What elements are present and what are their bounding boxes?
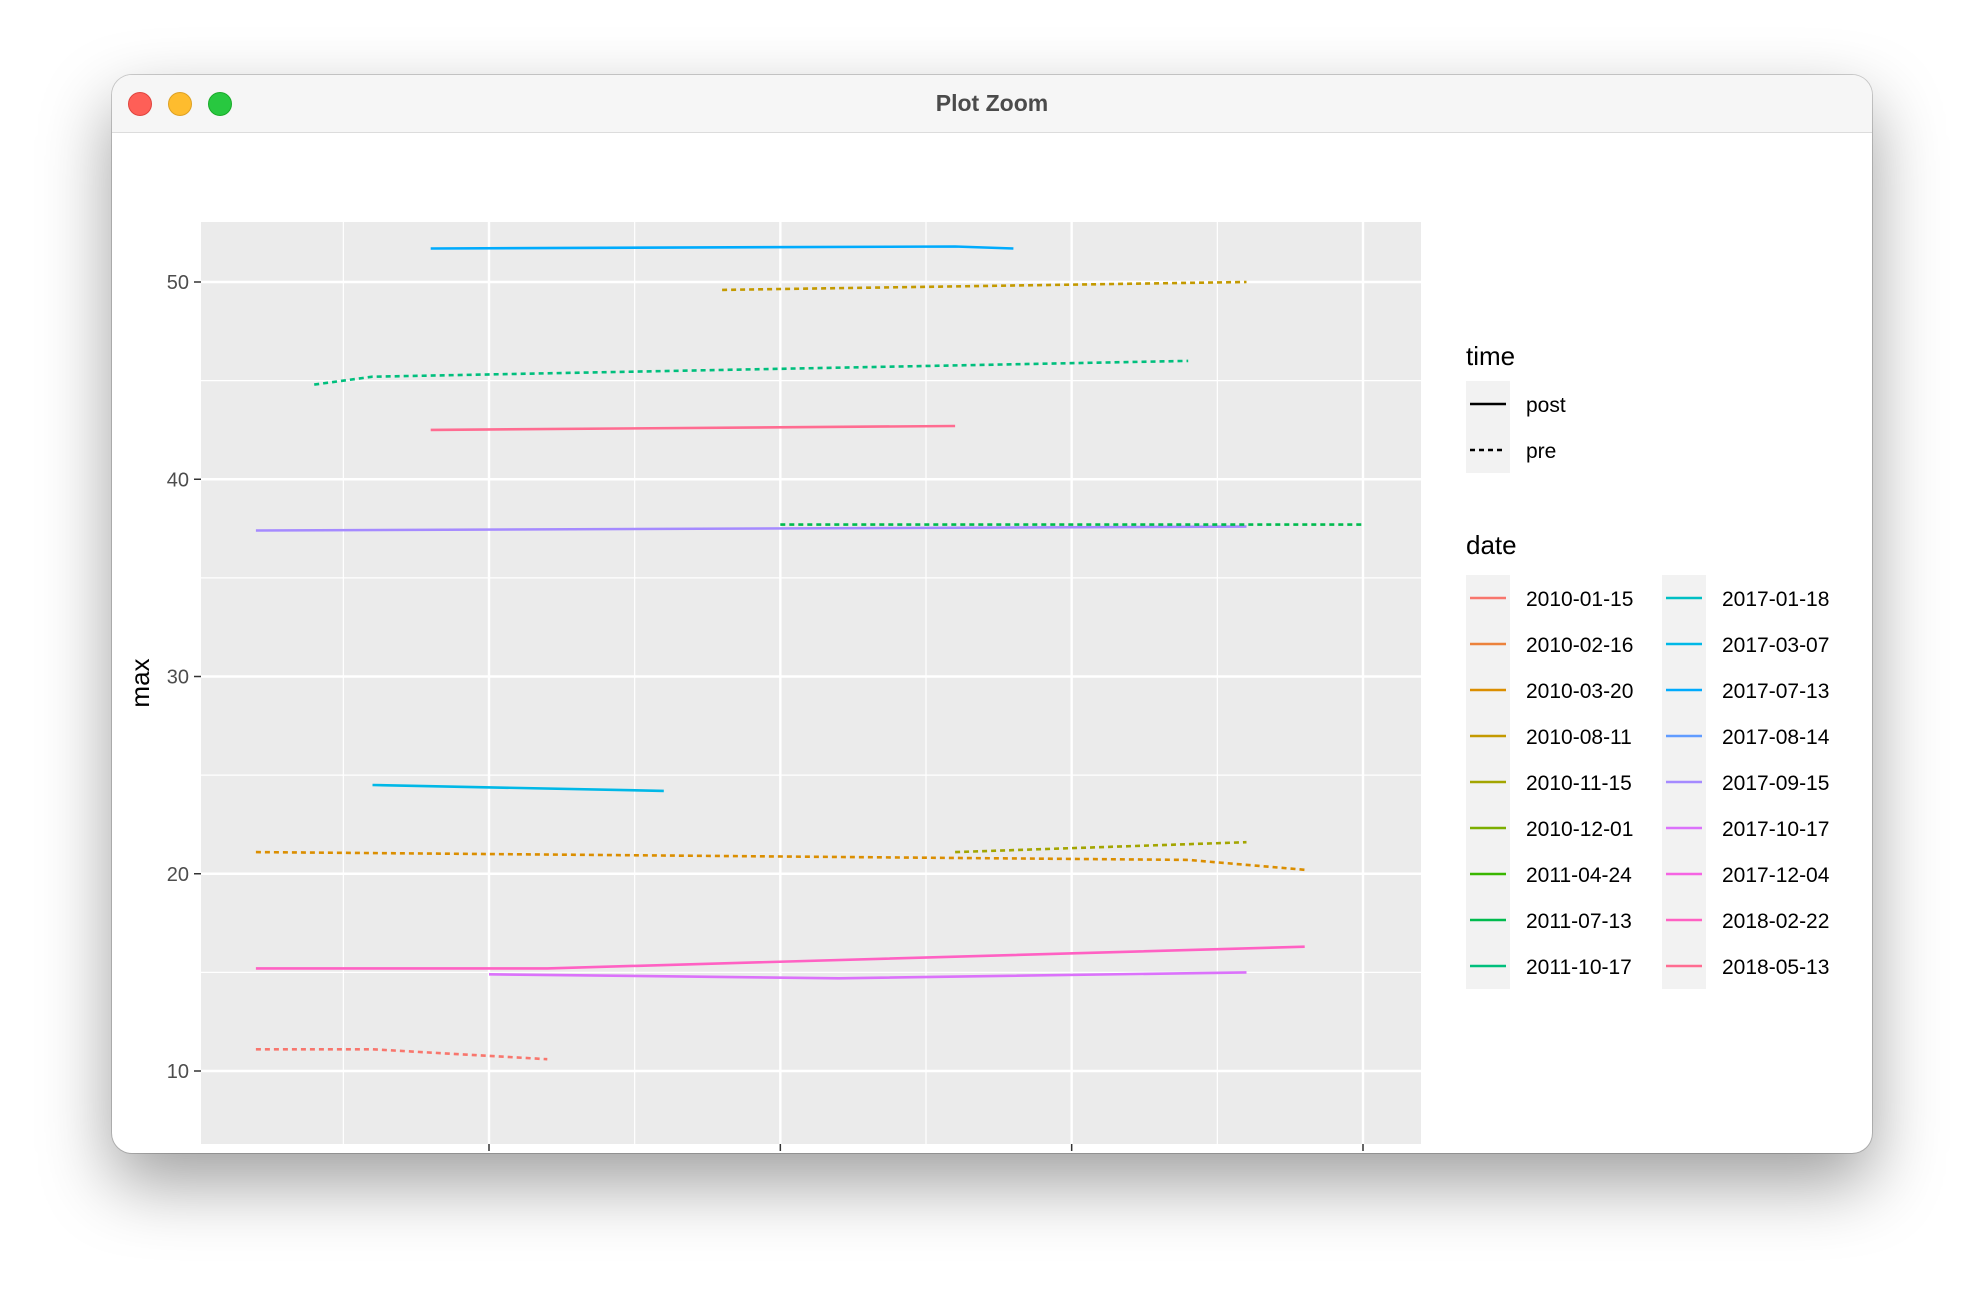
y-tick-label: 30 [167, 667, 189, 689]
legend-label-2017-03-07: 2017-03-07 [1722, 634, 1829, 657]
legend-label-2010-02-16: 2010-02-16 [1526, 634, 1633, 657]
legend-title-date: date [1466, 530, 1517, 560]
legend-label-2017-08-14: 2017-08-14 [1722, 726, 1830, 749]
series-line [314, 359, 1189, 386]
legend-title-time: time [1466, 341, 1515, 371]
series-line [255, 525, 1247, 532]
legend-label-2017-10-17: 2017-10-17 [1722, 818, 1829, 841]
y-tick-label: 10 [167, 1061, 189, 1083]
legend-label-2010-12-01: 2010-12-01 [1526, 818, 1633, 841]
legend-label-pre: pre [1526, 440, 1556, 463]
series-line [255, 850, 1305, 872]
legend-label-2017-07-13: 2017-07-13 [1722, 680, 1829, 703]
zoom-window-button[interactable] [208, 92, 232, 116]
legend-label-2010-11-15: 2010-11-15 [1526, 772, 1632, 795]
legend-label-2017-09-15: 2017-09-15 [1722, 772, 1829, 795]
y-axis-title: max [125, 658, 155, 707]
legend-label-2011-07-13: 2011-07-13 [1526, 910, 1632, 933]
legend-label-2011-04-24: 2011-04-24 [1526, 864, 1632, 887]
plot-zoom-window: Plot Zoom 5001000150020001020304050buffe… [112, 75, 1872, 1153]
series-line [488, 971, 1247, 980]
line-chart: 5001000150020001020304050buffermaxtimepo… [125, 222, 1830, 1151]
series-line [955, 840, 1247, 854]
plot-panel [201, 222, 1421, 1144]
y-tick-label: 20 [167, 864, 189, 886]
window-title: Plot Zoom [935, 90, 1049, 116]
close-window-button[interactable] [128, 92, 152, 116]
series-line [255, 1047, 548, 1061]
legend-label-post: post [1526, 394, 1566, 417]
y-tick-label: 50 [167, 272, 189, 294]
series-line [372, 783, 664, 793]
legend-label-2011-10-17: 2011-10-17 [1526, 956, 1632, 979]
legend-label-2010-01-15: 2010-01-15 [1526, 588, 1633, 611]
legend-label-2010-08-11: 2010-08-11 [1526, 726, 1632, 749]
legend-label-2017-01-18: 2017-01-18 [1722, 588, 1829, 611]
legend-label-2017-12-04: 2017-12-04 [1722, 864, 1830, 887]
legend-label-2018-05-13: 2018-05-13 [1722, 956, 1829, 979]
legend-label-2010-03-20: 2010-03-20 [1526, 680, 1633, 703]
series-line [255, 945, 1305, 970]
minimize-window-button[interactable] [168, 92, 192, 116]
title-bar: Plot Zoom [112, 75, 1872, 133]
series-line [430, 424, 956, 432]
series-line [430, 245, 1014, 250]
series-line [722, 280, 1247, 292]
y-tick-label: 40 [167, 469, 189, 491]
legend-label-2018-02-22: 2018-02-22 [1722, 910, 1829, 933]
